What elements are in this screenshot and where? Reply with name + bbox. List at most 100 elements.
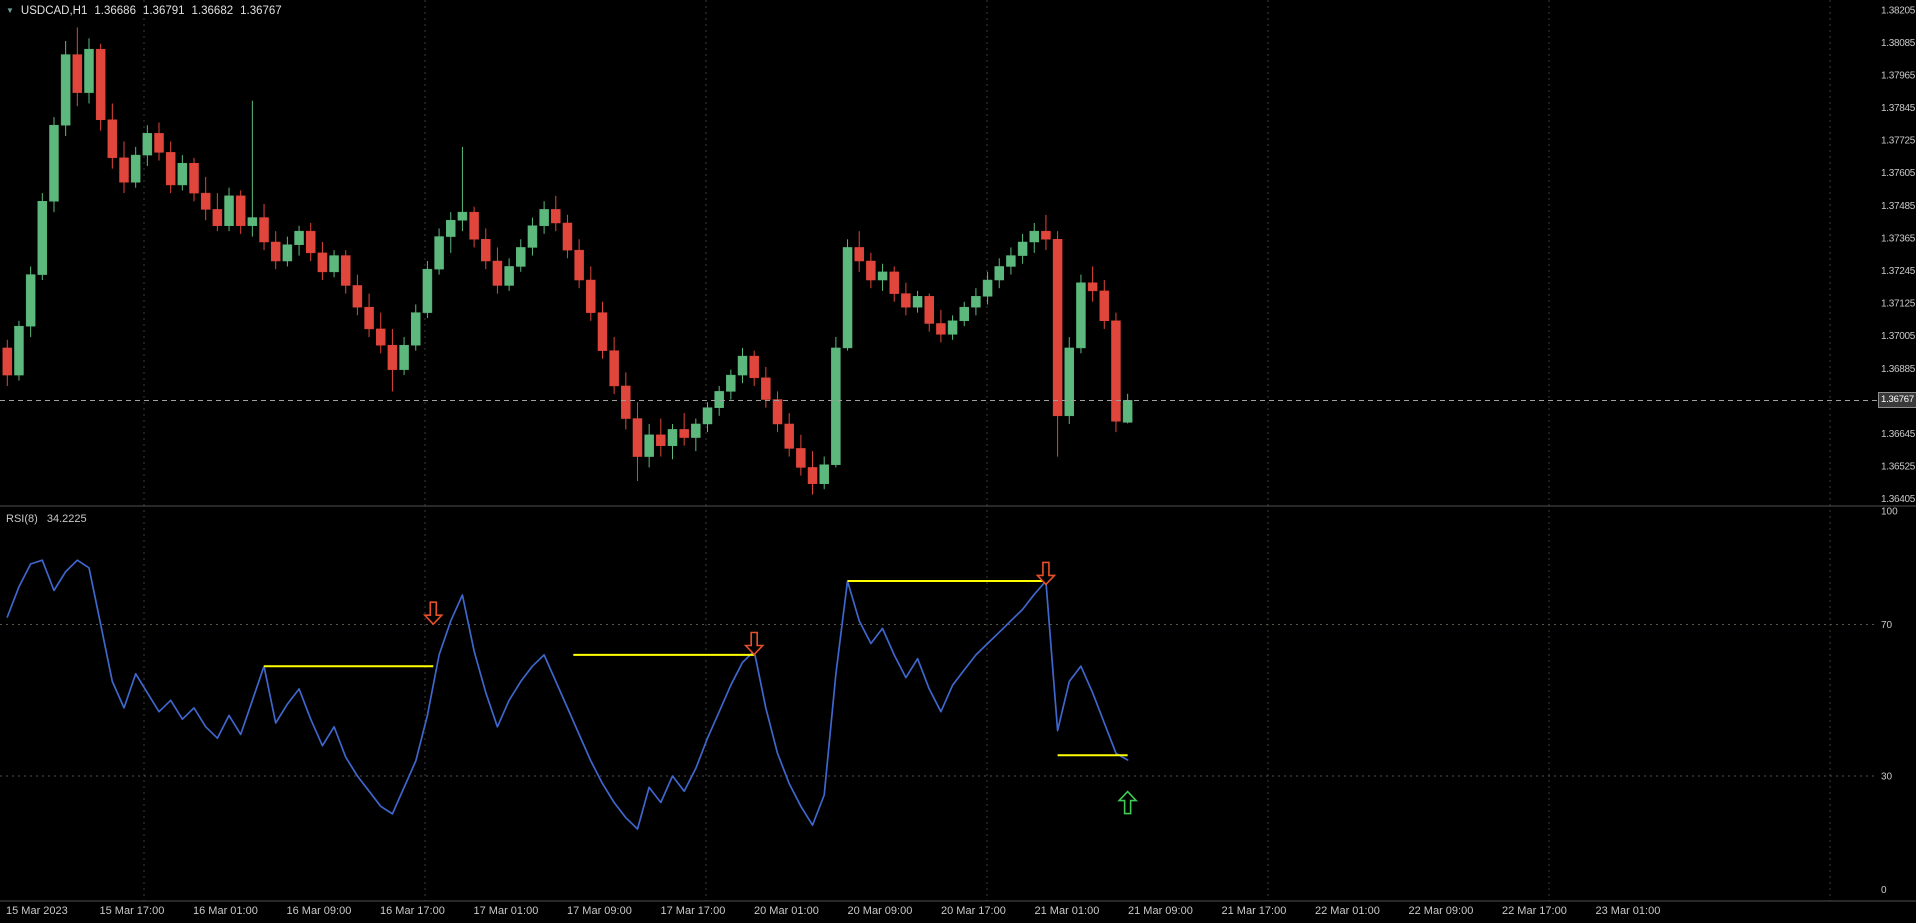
candle-body bbox=[691, 423, 701, 438]
candle-body bbox=[971, 296, 981, 308]
candle-body bbox=[609, 350, 619, 387]
time-axis-label[interactable]: 16 Mar 01:00 bbox=[193, 905, 258, 917]
candle-body bbox=[457, 211, 468, 221]
candle-body bbox=[107, 119, 118, 159]
candle-body bbox=[200, 192, 211, 210]
candle-body bbox=[270, 241, 281, 262]
candle-body bbox=[224, 195, 234, 226]
time-axis-label[interactable]: 20 Mar 17:00 bbox=[941, 905, 1006, 917]
candle-body bbox=[772, 399, 783, 425]
price-axis-label[interactable]: 1.37245 bbox=[1881, 266, 1916, 277]
sell-signal-arrow-icon[interactable] bbox=[422, 601, 444, 626]
time-axis-label[interactable]: 22 Mar 01:00 bbox=[1315, 905, 1380, 917]
price-axis-label[interactable]: 1.36525 bbox=[1881, 462, 1916, 473]
candle-body bbox=[387, 344, 398, 370]
candle-body bbox=[761, 377, 771, 400]
candle-body bbox=[235, 195, 246, 226]
rsi-axis-label[interactable]: 0 bbox=[1881, 885, 1887, 896]
candle-body bbox=[154, 133, 164, 153]
time-axis-label[interactable]: 15 Mar 17:00 bbox=[100, 905, 165, 917]
candle-body bbox=[189, 162, 199, 194]
price-axis-label[interactable]: 1.36645 bbox=[1881, 429, 1916, 440]
candle-body bbox=[551, 209, 561, 224]
candle-body bbox=[656, 434, 666, 446]
candle-body bbox=[726, 374, 736, 392]
candle-body bbox=[667, 429, 678, 446]
rsi-axis-label[interactable]: 70 bbox=[1881, 620, 1893, 631]
buy-signal-arrow-icon[interactable] bbox=[1117, 790, 1138, 815]
price-axis-label[interactable]: 1.37965 bbox=[1881, 70, 1916, 81]
candle-body bbox=[527, 225, 538, 248]
time-axis-label[interactable]: 17 Mar 01:00 bbox=[474, 905, 539, 917]
candle-body bbox=[1122, 400, 1133, 423]
candle-body bbox=[329, 255, 339, 273]
candle-body bbox=[165, 152, 176, 186]
candle-body bbox=[1099, 290, 1110, 322]
time-axis-label[interactable]: 21 Mar 01:00 bbox=[1035, 905, 1100, 917]
candle-body bbox=[901, 293, 911, 308]
time-axis-label[interactable]: 22 Mar 09:00 bbox=[1409, 905, 1474, 917]
price-axis-label[interactable]: 1.36405 bbox=[1881, 494, 1916, 505]
candle-body bbox=[399, 344, 409, 370]
candle-body bbox=[959, 306, 969, 322]
candle-body bbox=[142, 133, 153, 156]
candle-body bbox=[632, 418, 643, 457]
candle-body bbox=[842, 247, 853, 349]
rsi-axis-label[interactable]: 100 bbox=[1881, 507, 1898, 518]
candle-body bbox=[936, 323, 946, 335]
candle-body bbox=[714, 391, 724, 408]
price-axis-label[interactable]: 1.38205 bbox=[1881, 5, 1916, 16]
sell-signal-arrow-icon[interactable] bbox=[1035, 561, 1057, 586]
price-axis-label[interactable]: 1.37845 bbox=[1881, 103, 1916, 114]
candle-body bbox=[422, 268, 433, 313]
time-axis-label[interactable]: 20 Mar 09:00 bbox=[848, 905, 913, 917]
candle-body bbox=[212, 209, 223, 226]
time-axis-label[interactable]: 22 Mar 17:00 bbox=[1502, 905, 1567, 917]
candle-body bbox=[119, 157, 129, 183]
price-axis-label[interactable]: 1.36885 bbox=[1881, 364, 1916, 375]
time-axis-label[interactable]: 16 Mar 17:00 bbox=[380, 905, 445, 917]
candle-body bbox=[597, 312, 608, 351]
candle-body bbox=[1017, 241, 1028, 256]
time-axis-label[interactable]: 23 Mar 01:00 bbox=[1596, 905, 1661, 917]
indicator-value: 34.2225 bbox=[46, 513, 87, 525]
sell-signal-arrow-icon[interactable] bbox=[743, 631, 765, 656]
candle-body bbox=[469, 211, 479, 240]
time-axis-label[interactable]: 17 Mar 17:00 bbox=[661, 905, 726, 917]
candle-body bbox=[259, 217, 269, 243]
time-axis-label[interactable]: 15 Mar 2023 bbox=[6, 905, 68, 917]
candle-body bbox=[364, 306, 374, 330]
candle-body bbox=[282, 244, 293, 262]
time-axis-label[interactable]: 20 Mar 01:00 bbox=[754, 905, 819, 917]
candle-body bbox=[807, 467, 818, 484]
candle-body bbox=[1052, 239, 1063, 417]
candle-body bbox=[924, 296, 934, 324]
time-axis-label[interactable]: 21 Mar 17:00 bbox=[1222, 905, 1287, 917]
price-axis-label[interactable]: 1.37005 bbox=[1881, 331, 1916, 342]
price-axis-label[interactable]: 1.37725 bbox=[1881, 136, 1916, 147]
candle-body bbox=[1006, 255, 1016, 267]
candle-body bbox=[305, 230, 316, 254]
price-axis-label[interactable]: 1.37485 bbox=[1881, 201, 1916, 212]
time-axis-label[interactable]: 21 Mar 09:00 bbox=[1128, 905, 1193, 917]
price-axis-label[interactable]: 1.37125 bbox=[1881, 299, 1916, 310]
rsi-line bbox=[6, 559, 1129, 830]
time-axis-label[interactable]: 17 Mar 09:00 bbox=[567, 905, 632, 917]
candle-body bbox=[84, 48, 94, 93]
candle-body bbox=[411, 312, 421, 346]
price-axis-label[interactable]: 1.37365 bbox=[1881, 233, 1916, 244]
rsi-axis-label[interactable]: 30 bbox=[1881, 772, 1893, 783]
time-axis-label[interactable]: 16 Mar 09:00 bbox=[287, 905, 352, 917]
candle-body bbox=[434, 236, 444, 270]
price-axis-label[interactable]: 1.37605 bbox=[1881, 168, 1916, 179]
open-value: 1.36686 bbox=[94, 5, 136, 17]
candle-body bbox=[737, 355, 748, 376]
price-axis-label[interactable]: 1.38085 bbox=[1881, 38, 1916, 49]
candle-body bbox=[352, 285, 363, 308]
candle-body bbox=[877, 271, 888, 281]
candle-body bbox=[784, 423, 794, 449]
candle-body bbox=[2, 347, 13, 376]
candle-body bbox=[340, 255, 351, 286]
